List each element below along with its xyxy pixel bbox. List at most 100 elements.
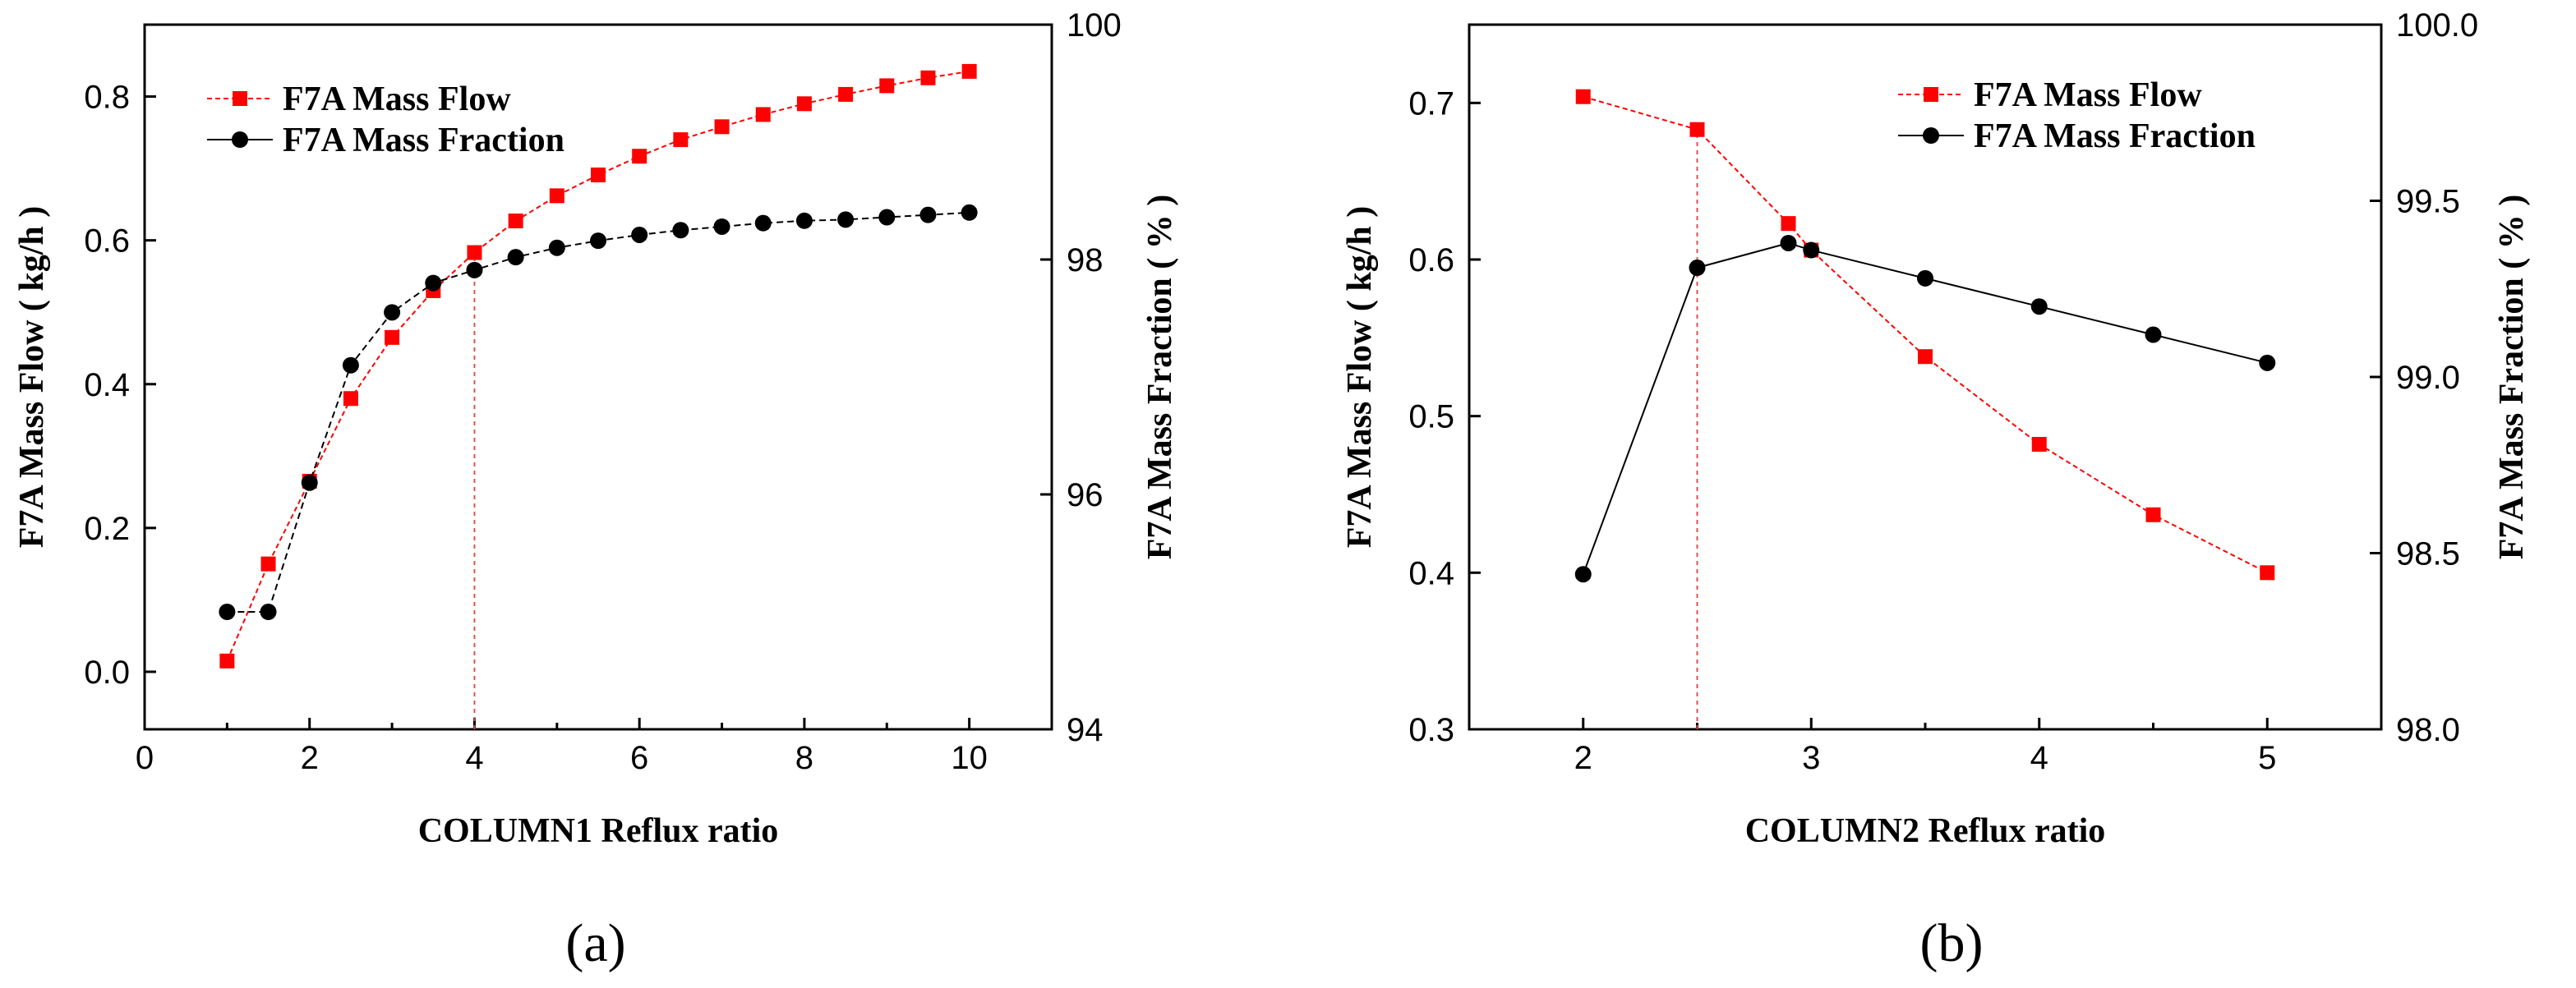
mass-fraction-point bbox=[425, 274, 442, 292]
legend-marker-square bbox=[1924, 87, 1938, 102]
y-left-tick-label: 0.6 bbox=[1408, 242, 1454, 278]
mass-fraction-point bbox=[342, 356, 359, 374]
mass-fraction-point bbox=[919, 206, 937, 223]
mass-flow-point bbox=[508, 214, 523, 229]
mass-fraction-line bbox=[227, 211, 970, 613]
y-left-axis-title: F7A Mass Flow ( kg/h ) bbox=[13, 206, 51, 549]
legend-marker-circle bbox=[232, 131, 248, 148]
y-right-tick-label: 99.5 bbox=[2396, 184, 2460, 220]
legend-label: F7A Mass Flow bbox=[1974, 76, 2202, 114]
y-right-tick-label: 100 bbox=[1067, 7, 1122, 44]
y-right-tick-label: 98 bbox=[1067, 242, 1104, 278]
x-tick-label: 4 bbox=[465, 740, 483, 776]
mass-flow-point bbox=[1689, 122, 1705, 137]
y-left-tick-label: 0.4 bbox=[84, 367, 130, 403]
y-right-tick-label: 98.0 bbox=[2396, 712, 2460, 748]
mass-flow-point bbox=[549, 188, 565, 204]
mass-flow-point bbox=[714, 119, 730, 135]
chart-a: 0 2 4 6 8 10 0.0 0.2 0.4 0.6 0.8 94 96 98 100 COLUMN1 R… bbox=[13, 7, 1179, 850]
x-tick-label: 0 bbox=[136, 740, 154, 776]
mass-flow-point bbox=[632, 149, 647, 164]
y-left-tick-label: 0.6 bbox=[84, 223, 130, 260]
mass-fraction-point bbox=[837, 211, 855, 228]
x-tick-label: 2 bbox=[1574, 740, 1592, 776]
mass-fraction-point bbox=[795, 212, 813, 229]
y-right-tick-label: 94 bbox=[1067, 712, 1104, 748]
mass-fraction-point bbox=[754, 214, 772, 232]
mass-flow-point bbox=[1575, 89, 1591, 104]
mass-fraction-point bbox=[2030, 298, 2048, 315]
mass-fraction-point bbox=[631, 226, 648, 243]
x-axis-title: COLUMN2 Reflux ratio bbox=[1745, 812, 2106, 850]
mass-fraction-point bbox=[1803, 241, 1820, 259]
mass-fraction-point bbox=[672, 222, 689, 239]
mass-fraction-point bbox=[548, 239, 565, 256]
mass-flow-point bbox=[755, 107, 771, 122]
mass-flow-point bbox=[591, 167, 606, 182]
y-left-tick-label: 0.5 bbox=[1408, 399, 1454, 435]
x-tick-label: 3 bbox=[1802, 740, 1820, 776]
legend-label: F7A Mass Fraction bbox=[283, 122, 565, 159]
mass-flow-point bbox=[796, 96, 812, 112]
mass-flow-point bbox=[219, 653, 235, 669]
mass-fraction-point bbox=[1917, 269, 1933, 287]
mass-flow-point bbox=[838, 86, 854, 102]
x-tick-label: 5 bbox=[2258, 740, 2276, 776]
y-right-tick-label: 96 bbox=[1067, 477, 1104, 513]
mass-flow-point bbox=[260, 556, 276, 572]
panel-label-a: (a) bbox=[565, 913, 625, 973]
y-left-tick-label: 0.2 bbox=[84, 511, 130, 547]
mass-fraction-point bbox=[301, 474, 318, 491]
y-left-tick-label: 0.0 bbox=[84, 655, 130, 691]
mass-fraction-point bbox=[2259, 354, 2276, 371]
mass-flow-line bbox=[226, 70, 970, 662]
mass-fraction-line bbox=[1582, 241, 2268, 575]
mass-flow-point bbox=[2260, 565, 2275, 581]
mass-fraction-point bbox=[1780, 234, 1797, 251]
mass-fraction-point bbox=[507, 249, 524, 266]
mass-flow-point bbox=[879, 78, 895, 94]
mass-fraction-point bbox=[219, 604, 236, 620]
mass-flow-point bbox=[1781, 216, 1796, 232]
x-axis-title: COLUMN1 Reflux ratio bbox=[418, 812, 779, 850]
chart-b: 2 3 4 5 0.3 0.4 0.5 0.6 0.7 98.0 98.5 99.0 99.5 100.0… bbox=[1341, 7, 2531, 850]
y-right-tick-label: 98.5 bbox=[2396, 536, 2460, 572]
plot-frame bbox=[143, 23, 1053, 731]
y-right-axis-title: F7A Mass Fraction ( % ) bbox=[2493, 195, 2531, 559]
mass-flow-point bbox=[1918, 349, 1933, 365]
y-left-tick-label: 0.7 bbox=[1408, 85, 1454, 122]
mass-flow-point bbox=[2145, 507, 2161, 522]
mass-fraction-point bbox=[713, 218, 730, 235]
mass-fraction-point bbox=[961, 204, 978, 221]
y-right-tick-label: 100.0 bbox=[2396, 7, 2478, 44]
mass-fraction-point bbox=[466, 261, 483, 278]
y-left-tick-label: 0.4 bbox=[1408, 555, 1454, 591]
legend-marker-square bbox=[233, 91, 247, 106]
panel-label-b: (b) bbox=[1920, 913, 1984, 973]
mass-flow-point bbox=[385, 329, 400, 345]
mass-fraction-point bbox=[260, 604, 277, 620]
mass-flow-point bbox=[920, 70, 936, 85]
mass-fraction-point bbox=[590, 232, 606, 250]
x-tick-label: 8 bbox=[795, 740, 813, 776]
legend-marker-circle bbox=[1923, 127, 1939, 144]
mass-flow-point bbox=[673, 132, 689, 148]
x-tick-label: 10 bbox=[951, 740, 988, 776]
x-tick-label: 4 bbox=[2030, 740, 2048, 776]
mass-flow-point bbox=[961, 63, 977, 79]
x-tick-label: 6 bbox=[630, 740, 648, 776]
y-left-tick-label: 0.8 bbox=[84, 80, 130, 116]
mass-fraction-point bbox=[2145, 326, 2162, 343]
mass-flow-point bbox=[343, 391, 358, 407]
legend-label: F7A Mass Flow bbox=[283, 80, 511, 118]
mass-fraction-point bbox=[384, 304, 401, 321]
y-right-axis-title: F7A Mass Fraction ( % ) bbox=[1141, 195, 1179, 559]
y-left-axis-title: F7A Mass Flow ( kg/h ) bbox=[1341, 206, 1379, 549]
legend-label: F7A Mass Fraction bbox=[1974, 117, 2256, 155]
mass-flow-point bbox=[2031, 436, 2047, 452]
y-left-tick-label: 0.3 bbox=[1408, 712, 1454, 748]
mass-flow-point bbox=[467, 245, 482, 260]
mass-fraction-point bbox=[1689, 260, 1706, 277]
mass-flow-line bbox=[1583, 95, 2268, 574]
